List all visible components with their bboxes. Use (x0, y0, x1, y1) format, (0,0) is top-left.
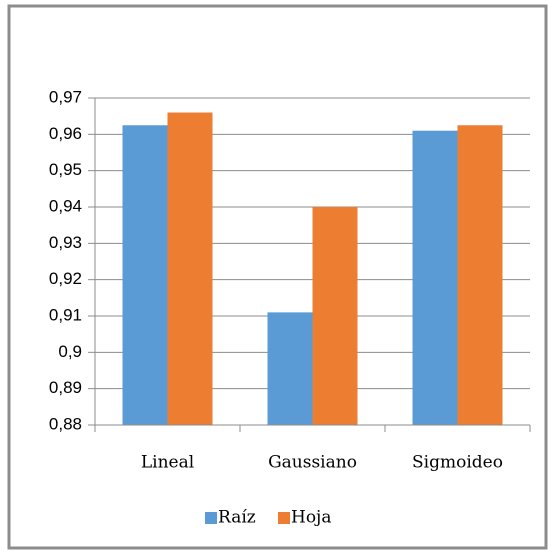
legend-swatch (278, 512, 290, 524)
bar (457, 125, 503, 425)
y-tick-label: 0,96 (49, 124, 82, 143)
y-tick-label: 0,97 (49, 87, 82, 106)
y-tick-label: 0,95 (49, 160, 82, 179)
y-tick-label: 0,92 (49, 269, 82, 288)
legend-label: Hoja (291, 508, 331, 528)
bar (122, 125, 168, 425)
x-tick-label: Sigmoideo (412, 453, 503, 473)
y-tick-label: 0,9 (58, 342, 82, 361)
x-tick-label: Lineal (141, 453, 194, 473)
legend-label: Raíz (218, 508, 256, 528)
bar (167, 112, 213, 426)
y-tick-label: 0,93 (49, 233, 82, 252)
legend-swatch (205, 512, 217, 524)
bar (412, 130, 458, 425)
y-tick-label: 0,89 (49, 378, 82, 397)
y-tick-label: 0,94 (49, 196, 82, 215)
y-tick-label: 0,91 (49, 305, 82, 324)
bar (312, 207, 358, 425)
bar (267, 312, 313, 425)
y-tick-label: 0,88 (49, 414, 82, 433)
x-tick-label: Gaussiano (268, 453, 357, 473)
